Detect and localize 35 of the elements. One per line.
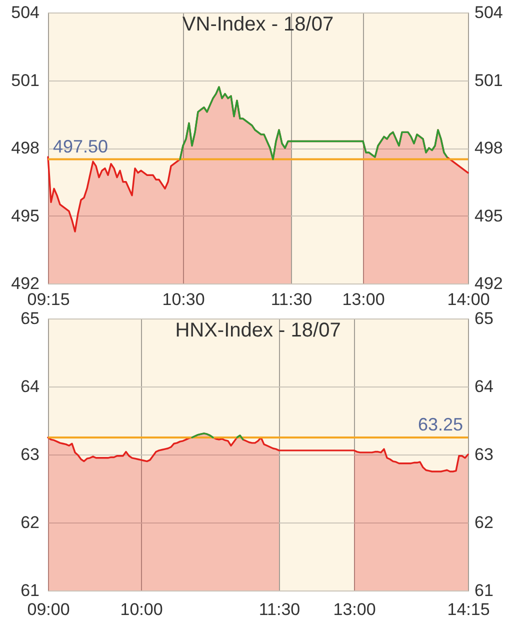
y2-tick-label: 492 bbox=[474, 274, 503, 293]
y2-tick-label: 65 bbox=[474, 309, 494, 328]
y-tick-label: 63 bbox=[20, 445, 40, 464]
x-tick-label: 13:00 bbox=[333, 600, 376, 619]
y2-tick-label: 498 bbox=[474, 138, 503, 158]
y-tick-label: 492 bbox=[11, 274, 40, 293]
y-tick-label: 501 bbox=[11, 70, 40, 90]
x-tick-label: 09:00 bbox=[27, 600, 70, 619]
y-tick-label: 504 bbox=[11, 3, 40, 22]
y-tick-label: 495 bbox=[11, 206, 40, 226]
y2-tick-label: 62 bbox=[474, 513, 494, 532]
chart-title: HNX-Index - 18/07 bbox=[175, 320, 341, 342]
y-tick-label: 62 bbox=[20, 513, 40, 532]
ref-line-label: 497.50 bbox=[53, 136, 108, 156]
x-tick-label: 09:15 bbox=[27, 290, 70, 309]
y-tick-label: 64 bbox=[20, 377, 40, 396]
y-tick-label: 61 bbox=[20, 581, 40, 600]
ref-line-label: 63.25 bbox=[418, 414, 463, 434]
chart-title: VN-Index - 18/07 bbox=[182, 14, 334, 36]
y2-tick-label: 504 bbox=[474, 3, 503, 22]
x-tick-label: 14:15 bbox=[447, 600, 490, 619]
x-tick-label: 11:30 bbox=[258, 600, 300, 619]
x-tick-label: 10:00 bbox=[120, 600, 163, 619]
y2-tick-label: 495 bbox=[474, 206, 503, 226]
y2-tick-label: 64 bbox=[474, 377, 494, 396]
y2-tick-label: 501 bbox=[474, 70, 503, 90]
y-tick-label: 498 bbox=[11, 138, 40, 158]
y2-tick-label: 61 bbox=[474, 581, 494, 600]
y-tick-label: 65 bbox=[20, 309, 40, 328]
x-tick-label: 14:00 bbox=[447, 290, 490, 309]
x-tick-label: 13:00 bbox=[342, 290, 385, 309]
y2-tick-label: 63 bbox=[474, 445, 494, 464]
x-tick-label: 11:30 bbox=[270, 290, 312, 309]
line-series bbox=[179, 86, 448, 160]
x-tick-label: 10:30 bbox=[162, 290, 205, 309]
